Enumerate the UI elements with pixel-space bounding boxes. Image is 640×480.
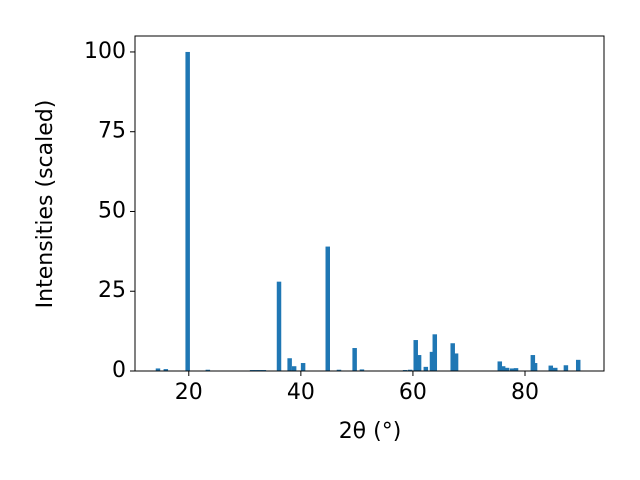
y-tick-label: 0 <box>112 358 126 383</box>
bar <box>407 369 413 371</box>
bar <box>497 361 503 371</box>
bar <box>509 368 515 371</box>
bar <box>423 366 429 371</box>
bar <box>300 363 306 371</box>
bar <box>287 358 292 371</box>
bar <box>359 369 365 371</box>
bar <box>325 246 330 371</box>
bar <box>205 369 211 371</box>
y-tick-label: 75 <box>98 119 126 144</box>
bar <box>575 359 581 371</box>
bar <box>291 366 297 371</box>
bar <box>163 369 169 371</box>
x-tick-label: 80 <box>511 380 539 405</box>
x-tick-label: 40 <box>287 380 315 405</box>
x-tick-label: 60 <box>399 380 427 405</box>
bar <box>504 367 510 371</box>
bar <box>563 365 569 371</box>
bar <box>185 51 190 371</box>
bar <box>553 367 558 371</box>
y-tick-label: 25 <box>98 278 126 303</box>
bar <box>548 365 554 371</box>
bar <box>453 353 459 371</box>
y-tick-label: 100 <box>84 39 126 64</box>
x-axis-label: 2θ (°) <box>339 419 402 444</box>
bar <box>532 363 538 371</box>
bar <box>450 343 455 371</box>
bar <box>500 366 506 371</box>
bar <box>352 348 357 371</box>
bar <box>416 355 422 371</box>
bar <box>413 340 418 371</box>
bar <box>429 351 435 371</box>
plot-frame <box>134 35 605 372</box>
bar <box>155 368 161 371</box>
bar <box>513 368 519 371</box>
bar <box>276 281 282 371</box>
bar <box>432 334 438 371</box>
bar <box>336 369 342 371</box>
y-tick-label: 50 <box>98 198 126 223</box>
x-tick-label: 20 <box>175 380 203 405</box>
y-axis-label: Intensities (scaled) <box>33 100 58 309</box>
